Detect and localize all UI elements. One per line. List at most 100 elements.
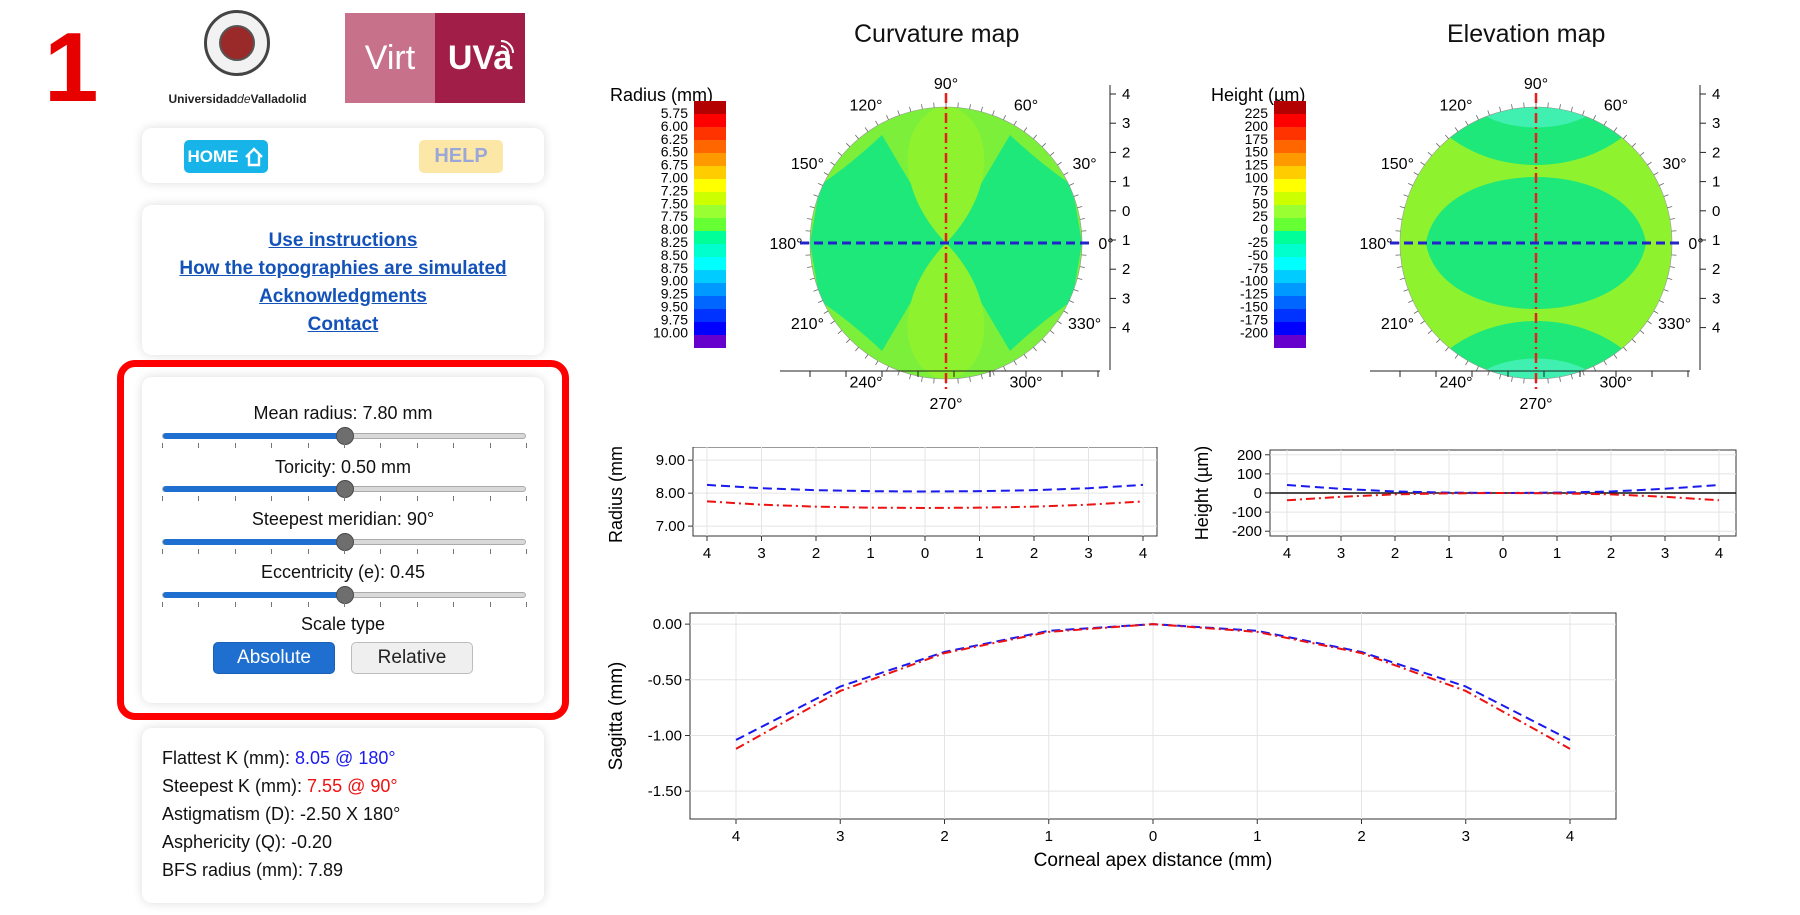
home-button[interactable]: HOME [184, 140, 268, 173]
ring-tick [823, 172, 829, 176]
legend-tick-label: 75 [1252, 182, 1268, 198]
x-tick-label: 2 [1030, 545, 1038, 562]
slider-handle[interactable] [336, 427, 354, 445]
legend-tick-label: 7.50 [661, 195, 688, 211]
contact-link[interactable]: Contact [307, 314, 379, 335]
steepest-meridian-slider[interactable] [162, 533, 526, 551]
relative-scale-button[interactable]: Relative [351, 642, 473, 674]
slider-tick [162, 443, 163, 448]
legend-tick-label: 9.00 [661, 273, 688, 289]
steep-meridian-line [735, 623, 1571, 750]
slider-handle[interactable] [336, 480, 354, 498]
use-instructions-link[interactable]: Use instructions [268, 230, 418, 251]
ring-tick [813, 194, 819, 197]
slider-tick [416, 443, 418, 448]
legend-swatch [1274, 335, 1306, 348]
ring-tick [969, 104, 971, 110]
ring-tick [855, 134, 859, 140]
ring-tick [818, 183, 823, 186]
ring-tick [1069, 183, 1074, 186]
ring-tick [1413, 172, 1419, 176]
legend-tick-label: -175 [1240, 311, 1268, 327]
angle-label: 330° [1068, 316, 1101, 333]
help-button[interactable]: HELP [419, 140, 503, 173]
steep-meridian-line [1286, 491, 1720, 502]
ring-tick [1003, 366, 1006, 371]
ring-tick [837, 152, 843, 156]
ring-tick [1647, 320, 1652, 325]
slider-tick [344, 602, 345, 607]
how-topographies-simulated-link[interactable]: How the topographies are simulated [179, 258, 507, 279]
ring-tick [1049, 330, 1055, 334]
ring-tick [809, 206, 815, 209]
ring-tick [1454, 127, 1459, 132]
ring-tick [1023, 127, 1028, 132]
axis-tick-label: 4 [1122, 320, 1130, 337]
x-tick-label: 2 [940, 828, 948, 845]
x-tick-label: 0 [1499, 545, 1507, 562]
ring-tick [1667, 277, 1673, 280]
slider-handle[interactable] [336, 586, 354, 604]
slider-tick [198, 496, 200, 501]
legend-swatch [694, 127, 726, 140]
legend-swatch [1274, 322, 1306, 335]
legend-tick-label: 8.00 [661, 221, 688, 237]
ring-tick [1077, 206, 1083, 209]
x-tick-label: 1 [1445, 545, 1453, 562]
legend-tick-label: 9.50 [661, 299, 688, 315]
ring-tick [1487, 370, 1490, 376]
ring-tick [909, 106, 912, 112]
axis-tick-label: 2 [1122, 144, 1130, 161]
slider-tick [234, 496, 236, 501]
ring-tick [1639, 152, 1645, 156]
ring-tick [1631, 143, 1636, 148]
slider-handle[interactable] [336, 533, 354, 551]
y-tick-label: 200 [1237, 447, 1262, 464]
legend-tick-label: 5.75 [661, 105, 688, 121]
ring-tick [886, 115, 889, 120]
legend-swatch [694, 270, 726, 283]
axis-tick-label: 2 [1122, 261, 1130, 278]
slider-tick [416, 496, 418, 501]
ring-tick [1023, 354, 1028, 359]
legend-tick-label: 50 [1252, 195, 1268, 211]
legend-tick-label: 125 [1245, 157, 1269, 173]
slider-tick [198, 602, 200, 607]
legend-tick-label: 225 [1245, 105, 1269, 121]
toricity-slider[interactable] [162, 480, 526, 498]
ring-tick [1669, 218, 1675, 220]
legend-swatch [1274, 140, 1306, 153]
slider-tick [307, 443, 309, 448]
legend-tick-label: 8.75 [661, 260, 688, 276]
legend-swatch [1274, 192, 1306, 205]
ring-tick [992, 110, 995, 116]
ring-tick [1077, 277, 1083, 280]
legend-swatch [694, 101, 726, 114]
ring-tick [1408, 183, 1413, 186]
slider-tick [271, 496, 273, 501]
angle-label: 90° [1524, 76, 1548, 93]
axis-tick-label: 0 [1122, 203, 1130, 220]
ring-tick [921, 376, 923, 382]
slider-tick [416, 602, 418, 607]
flattest-k-readout: Flattest K (mm): 8.05 @ 180° [162, 748, 396, 768]
legend-swatch [694, 140, 726, 153]
ring-tick [846, 143, 851, 148]
ring-tick [1570, 106, 1573, 112]
x-tick-label: 1 [1553, 545, 1561, 562]
y-tick-label: -1.00 [648, 727, 682, 744]
ring-tick [1659, 183, 1664, 186]
ring-tick [864, 127, 869, 132]
axis-tick-label: 3 [1712, 290, 1720, 307]
axis-tick-label: 1 [1712, 174, 1720, 191]
absolute-scale-button[interactable]: Absolute [213, 642, 335, 674]
x-tick-label: 2 [812, 545, 820, 562]
acknowledgments-link[interactable]: Acknowledgments [259, 286, 427, 307]
eccentricity-slider[interactable] [162, 586, 526, 604]
legend-tick-label: 7.75 [661, 208, 688, 224]
y-tick-label: 8.00 [656, 485, 685, 502]
x-tick-label: 4 [1283, 545, 1291, 562]
ring-tick [1603, 120, 1607, 126]
mean-radius-slider[interactable] [162, 427, 526, 445]
ring-tick [1667, 206, 1673, 209]
